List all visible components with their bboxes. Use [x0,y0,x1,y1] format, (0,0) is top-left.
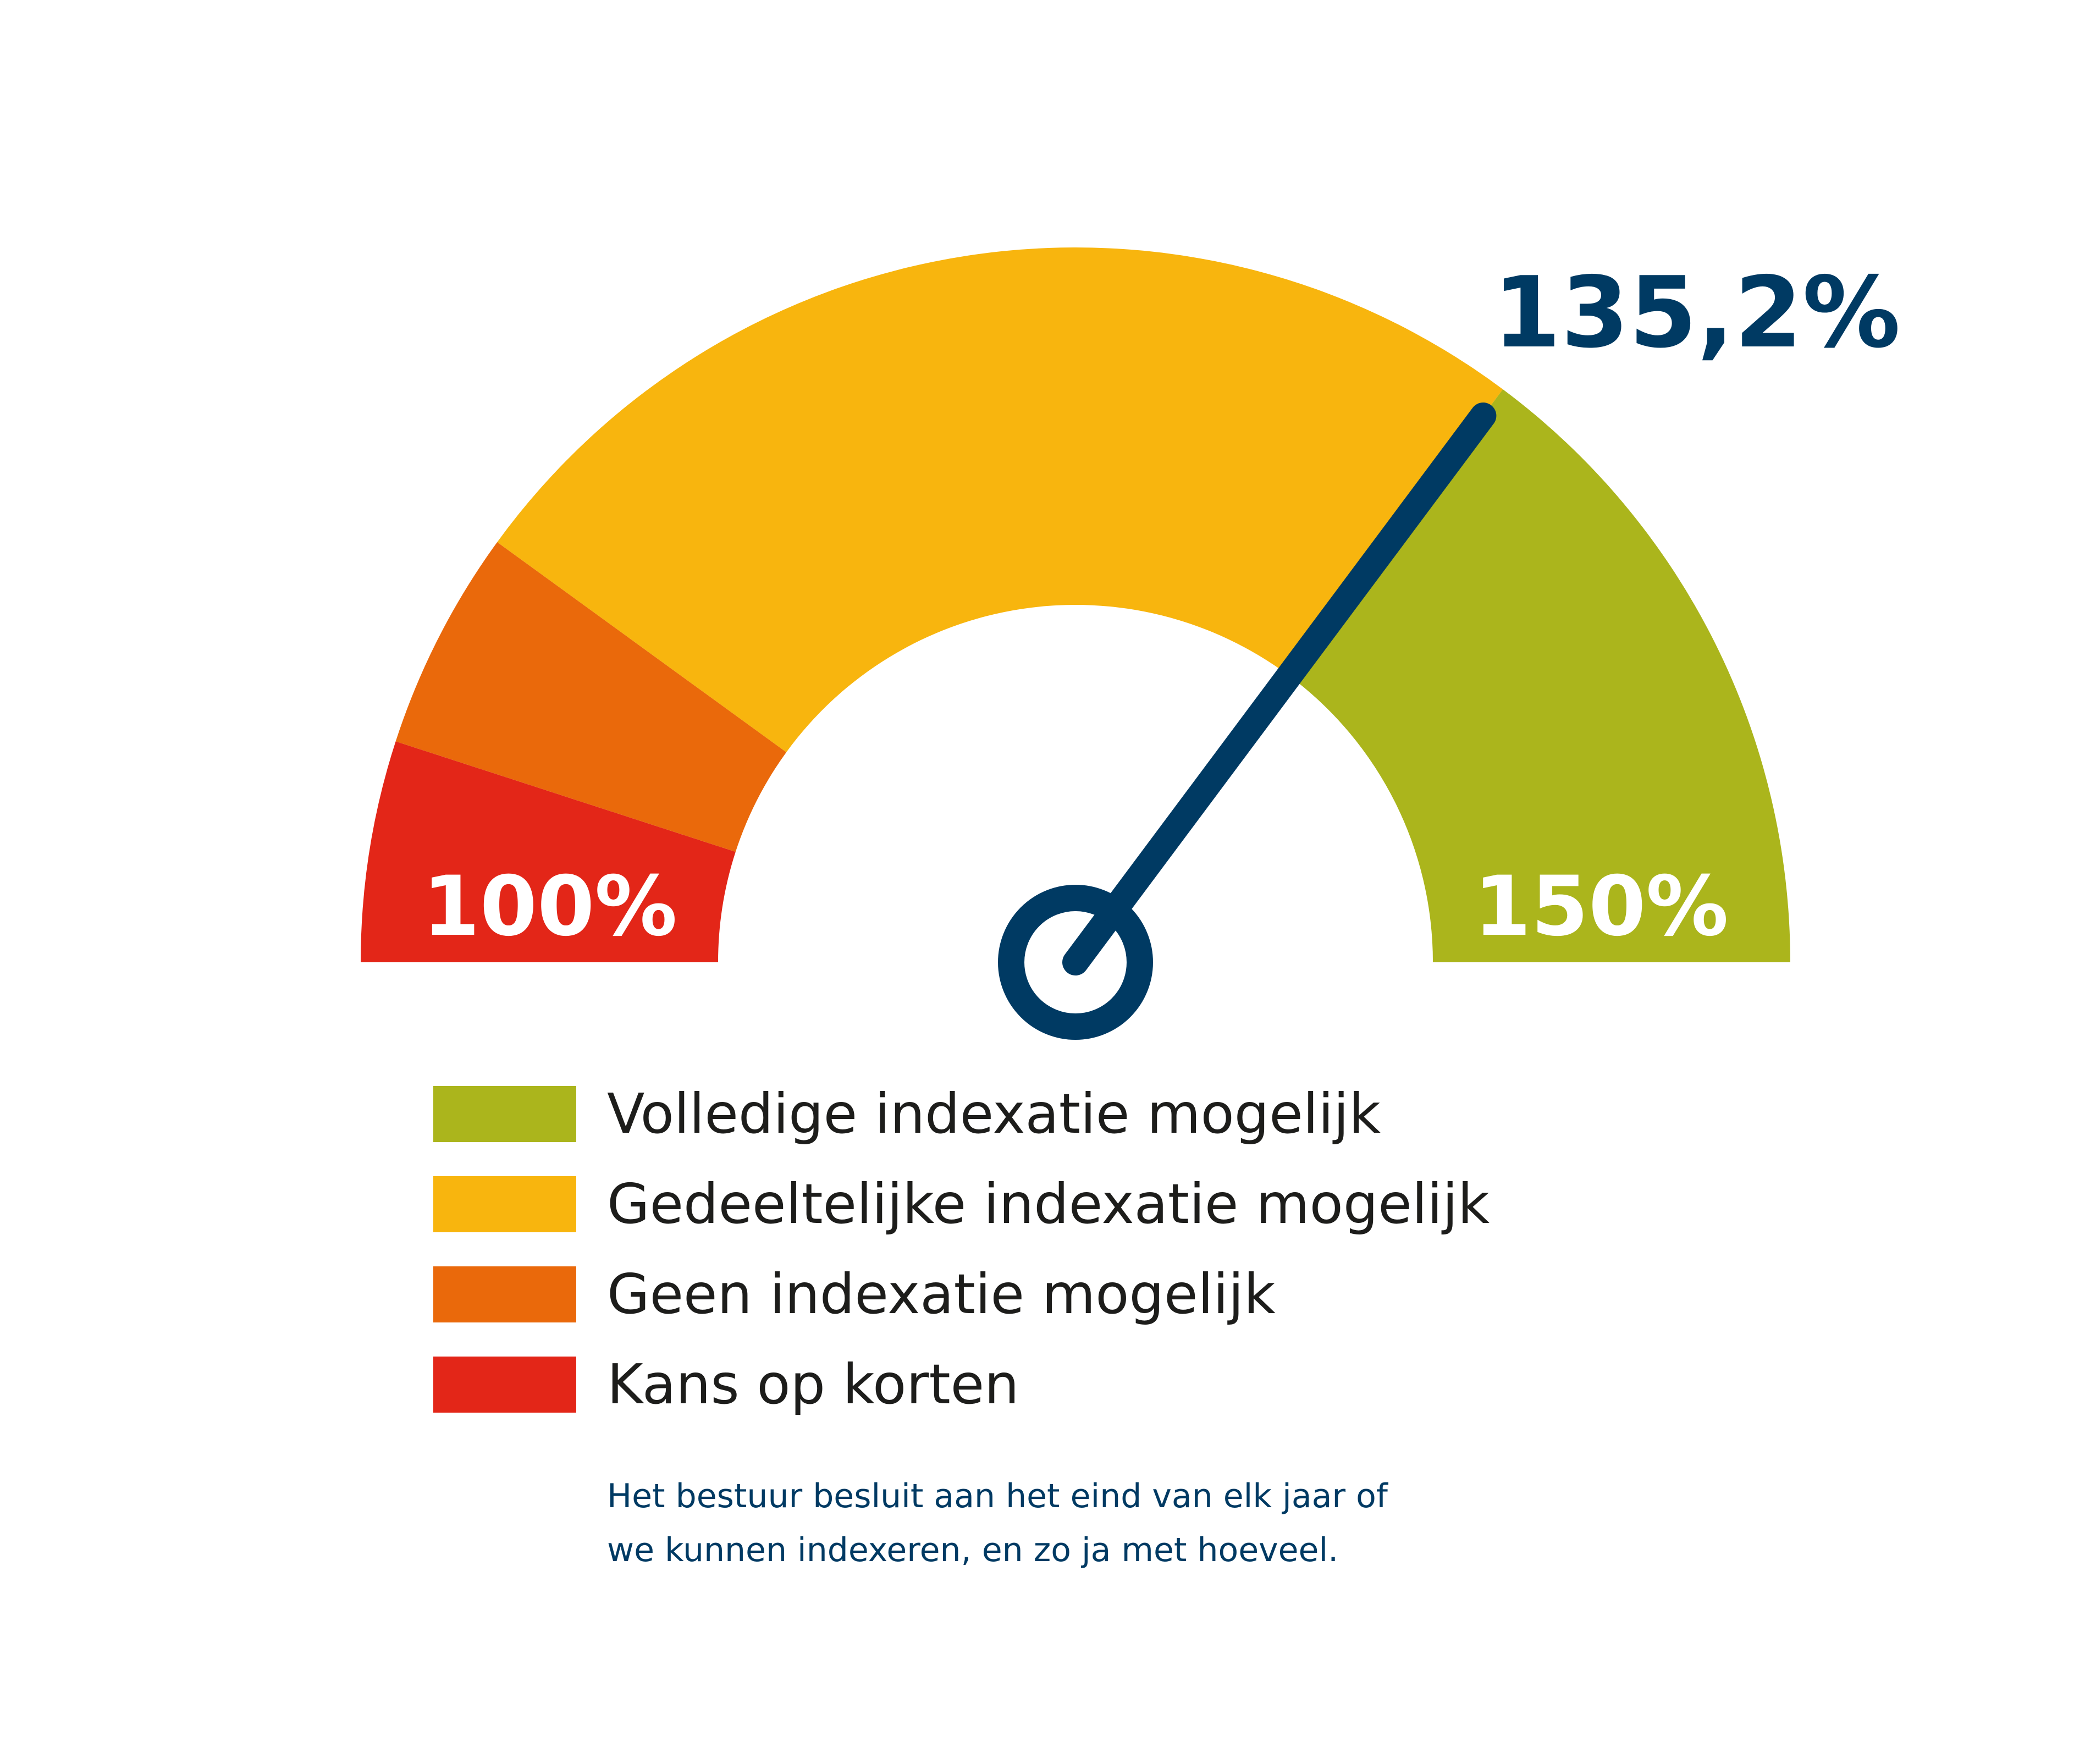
legend-swatch [433,1176,576,1232]
gauge-band-3 [1289,389,1790,962]
gauge-needle-hub [998,885,1153,1040]
legend-swatch [433,1357,576,1413]
gauge-needle [998,403,1497,1040]
explanatory-note: Het bestuur besluit aan het eind van elk… [607,1469,1597,1577]
note-line-2: we kunnen indexeren, en zo ja met hoevee… [607,1531,1339,1569]
gauge-band-0 [361,741,736,962]
legend-swatch [433,1266,576,1322]
gauge-needle-line [1062,403,1497,975]
legend-label: Geen indexatie mogelijk [607,1262,1276,1326]
legend-label: Kans op korten [607,1352,1019,1416]
note-line-1: Het bestuur besluit aan het eind van elk… [607,1477,1388,1515]
gauge-band-2 [497,247,1503,752]
gauge-band-1 [395,542,787,852]
legend-label: Volledige indexatie mogelijk [607,1082,1381,1146]
gauge-max-label: 150% [1474,859,1728,955]
gauge-min-label: 100% [422,859,677,955]
gauge-bands [361,247,1790,962]
gauge-value-label: 135,2% [1493,256,1900,370]
legend-label: Gedeeltelijke indexatie mogelijk [607,1172,1490,1236]
legend-swatch [433,1086,576,1142]
